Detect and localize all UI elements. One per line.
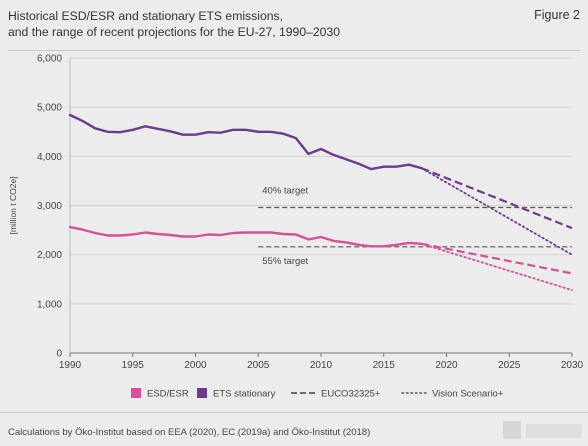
legend-swatch (131, 388, 141, 398)
legend-label: ETS stationary (213, 389, 276, 400)
header-divider (8, 50, 580, 51)
watermark-logo-icon (503, 421, 521, 439)
chart-header: Historical ESD/ESR and stationary ETS em… (8, 8, 580, 51)
series-line-vision-scenario (420, 242, 573, 292)
y-tick-label: 5,000 (37, 103, 62, 114)
x-tick-label: 2010 (310, 360, 333, 371)
reference-line-label: 55% target (262, 256, 308, 267)
x-tick-label: 2015 (373, 360, 396, 371)
y-tick-label: 3,000 (37, 201, 62, 212)
watermark-text-block (526, 424, 582, 438)
x-tick-label: 2020 (435, 360, 458, 371)
series-line-euco32325 (420, 167, 573, 230)
y-tick-label: 4,000 (37, 152, 62, 163)
x-tick-label: 2030 (561, 360, 584, 371)
reference-line-label: 40% target (262, 185, 308, 196)
y-tick-label: 6,000 (37, 54, 62, 65)
series-line-euco32325 (421, 242, 573, 275)
chart-title: Historical ESD/ESR and stationary ETS em… (8, 8, 478, 40)
y-axis-label: [million t CO2e] (8, 176, 18, 234)
x-tick-label: 1995 (122, 360, 145, 371)
footer-divider (0, 412, 588, 413)
chart-title-line-1: Historical ESD/ESR and stationary ETS em… (8, 9, 283, 23)
y-tick-label: 2,000 (37, 250, 62, 261)
series-line-esd-esr (68, 225, 423, 248)
x-tick-label: 2025 (498, 360, 521, 371)
legend-swatch (197, 388, 207, 398)
series-line-ets-stationary (68, 113, 423, 171)
source-note: Calculations by Öko-Institut based on EE… (8, 427, 371, 438)
chart-title-line-2: and the range of recent projections for … (8, 25, 340, 39)
legend-label: Vision Scenario+ (432, 389, 504, 400)
y-tick-label: 1,000 (37, 299, 62, 310)
x-tick-label: 2000 (184, 360, 207, 371)
series-line-vision-scenario (420, 167, 573, 256)
legend-label: ESD/ESR (147, 389, 189, 400)
x-tick-label: 2005 (247, 360, 270, 371)
figure-label: Figure 2 (534, 8, 580, 22)
legend-label: EUCO32325+ (321, 389, 381, 400)
x-tick-label: 1990 (59, 360, 82, 371)
y-tick-label: 0 (56, 349, 62, 360)
